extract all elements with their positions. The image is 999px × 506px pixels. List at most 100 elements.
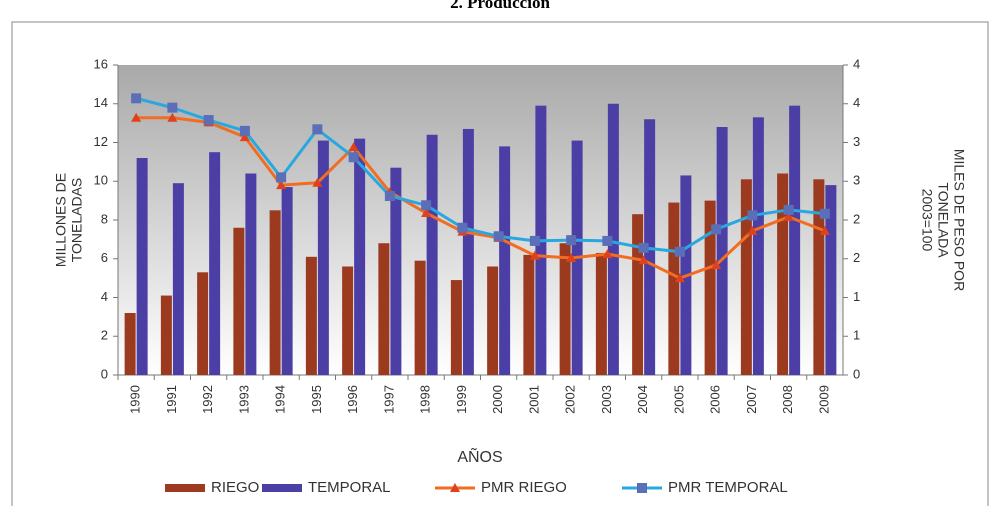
- marker: [131, 93, 142, 104]
- y-tick-label: 16: [94, 56, 108, 71]
- x-tick-label: 1992: [200, 385, 215, 414]
- marker: [711, 259, 722, 269]
- y2-tick-label: 2: [853, 211, 860, 226]
- y-tick-label: 10: [94, 173, 108, 188]
- y2-tick-label: 4: [853, 95, 860, 110]
- bar: [487, 266, 499, 375]
- x-tick-label: 2004: [635, 385, 650, 414]
- bar: [160, 295, 172, 375]
- chart-title: 2. Producción: [450, 0, 550, 12]
- marker: [421, 200, 432, 211]
- x-tick-label: 1997: [381, 385, 396, 414]
- x-tick-label: 2005: [671, 385, 686, 414]
- y2-tick-label: 3: [853, 173, 860, 188]
- bar: [197, 272, 209, 375]
- bar: [124, 313, 136, 375]
- y-tick-label: 14: [94, 95, 108, 110]
- bar: [716, 127, 728, 375]
- marker: [819, 208, 830, 219]
- bar: [789, 105, 801, 375]
- bar: [632, 214, 644, 375]
- bar: [499, 146, 511, 375]
- marker: [203, 115, 214, 126]
- bar: [559, 243, 571, 375]
- bar: [740, 179, 752, 375]
- bar: [209, 152, 221, 375]
- bar: [305, 256, 317, 375]
- marker: [384, 190, 395, 201]
- legend-label: PMR RIEGO: [481, 479, 567, 496]
- marker: [602, 249, 613, 259]
- bar: [825, 185, 837, 375]
- y-tick-label: 8: [101, 211, 108, 226]
- marker: [421, 208, 432, 218]
- bar: [354, 138, 366, 375]
- legend-label: TEMPORAL: [308, 479, 391, 496]
- y2-axis-label: 2003=100: [919, 189, 935, 252]
- bar: [704, 200, 716, 375]
- marker: [239, 125, 250, 136]
- line: [135, 96, 826, 254]
- marker: [529, 250, 540, 260]
- y-tick-label: 0: [101, 366, 108, 381]
- x-tick-label: 2002: [563, 385, 578, 414]
- legend-swatch: [165, 484, 205, 492]
- marker: [638, 255, 649, 265]
- y-axis-label: TONELADAS: [69, 178, 85, 263]
- y2-tick-label: 3: [853, 134, 860, 149]
- y2-tick-label: 0: [853, 366, 860, 381]
- bar: [317, 140, 329, 375]
- marker: [457, 222, 468, 233]
- x-tick-label: 1994: [273, 385, 288, 414]
- bar: [813, 179, 825, 375]
- marker: [747, 210, 758, 221]
- marker: [529, 235, 540, 246]
- x-tick-label: 1993: [236, 385, 251, 414]
- y2-tick-label: 1: [853, 289, 860, 304]
- bar: [777, 173, 789, 375]
- marker: [131, 112, 142, 122]
- bar: [342, 266, 354, 375]
- marker: [674, 246, 685, 257]
- legend-label: RIEGO: [211, 479, 259, 496]
- marker: [493, 231, 504, 242]
- marker: [276, 180, 287, 190]
- marker: [711, 224, 722, 235]
- marker: [312, 124, 323, 135]
- y-axis-label: MILLONES DE: [53, 173, 69, 267]
- x-tick-label: 2006: [708, 385, 723, 414]
- bar: [378, 243, 390, 375]
- marker: [638, 242, 649, 253]
- marker: [747, 225, 758, 235]
- bar: [752, 117, 764, 375]
- y2-tick-label: 4: [853, 56, 860, 71]
- marker: [276, 172, 287, 183]
- x-tick-label: 1996: [345, 385, 360, 414]
- marker: [167, 112, 178, 122]
- marker: [783, 204, 794, 215]
- x-tick-label: 1991: [164, 385, 179, 414]
- marker: [348, 142, 359, 152]
- x-tick-label: 2008: [780, 385, 795, 414]
- marker: [450, 483, 460, 492]
- x-tick-label: 1998: [418, 385, 433, 414]
- bar: [595, 252, 607, 375]
- bar: [233, 227, 245, 375]
- bar: [462, 128, 474, 375]
- y2-axis-label: TONELADA: [935, 182, 951, 258]
- y-tick-label: 12: [94, 134, 108, 149]
- y2-axis-label: MILES DE PESO POR: [951, 149, 967, 291]
- bar: [450, 280, 462, 375]
- bar: [668, 202, 680, 375]
- marker: [602, 235, 613, 246]
- x-tick-label: 2000: [490, 385, 505, 414]
- marker: [312, 177, 323, 187]
- marker: [783, 211, 794, 221]
- x-tick-label: 2007: [744, 385, 759, 414]
- marker: [566, 252, 577, 262]
- marker: [674, 273, 685, 283]
- x-axis-label: AÑOS: [457, 446, 502, 466]
- bar: [136, 158, 148, 375]
- bar: [245, 173, 257, 375]
